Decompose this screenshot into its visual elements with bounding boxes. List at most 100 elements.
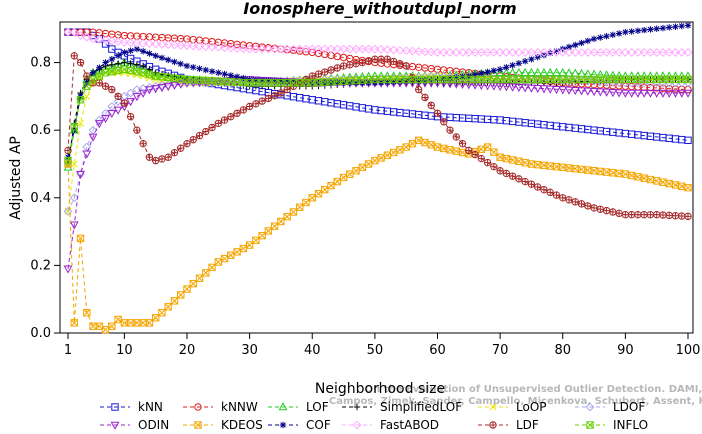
series-fastabod [63, 27, 693, 57]
data-point [238, 78, 248, 88]
data-point [245, 44, 255, 54]
data-point [144, 86, 154, 95]
data-point [102, 59, 109, 66]
data-point [483, 158, 492, 167]
data-point [145, 153, 154, 161]
data-point [202, 269, 210, 277]
series-line-odin [67, 78, 688, 269]
data-point [478, 70, 485, 77]
data-point [283, 213, 291, 221]
data-point [69, 221, 79, 230]
data-point [151, 156, 160, 165]
data-point [277, 217, 285, 226]
data-point [672, 23, 679, 30]
data-point [470, 81, 480, 90]
data-point [188, 41, 198, 51]
series-line-ldof [67, 75, 688, 212]
data-point [640, 26, 648, 34]
data-point [590, 167, 598, 175]
y-tick-label: 0.8 [30, 56, 51, 71]
data-point [477, 154, 486, 163]
data-point [496, 167, 504, 175]
data-point [427, 101, 435, 110]
data-point [671, 48, 680, 57]
x-tick-label: 30 [241, 343, 258, 358]
data-point [603, 32, 610, 40]
data-point [640, 210, 648, 219]
data-point [107, 109, 117, 119]
data-point [157, 39, 167, 49]
data-point [659, 24, 667, 32]
data-point [164, 153, 172, 161]
data-point [170, 297, 179, 305]
data-point [464, 81, 474, 90]
data-point [339, 44, 348, 54]
data-point [521, 58, 529, 65]
data-point [252, 100, 260, 108]
data-point [678, 212, 686, 220]
data-point [177, 60, 184, 68]
data-point [94, 120, 104, 129]
data-point [415, 136, 423, 145]
data-point [252, 236, 260, 245]
x-tick-label: 60 [429, 343, 446, 358]
data-point [652, 48, 662, 57]
data-point [426, 47, 436, 57]
data-point [220, 254, 229, 263]
data-point [458, 80, 467, 90]
data-point [465, 146, 473, 155]
data-point [665, 211, 673, 220]
data-point [352, 59, 360, 68]
data-point [83, 92, 91, 100]
data-point [639, 89, 649, 98]
data-point [133, 319, 141, 327]
data-point [233, 109, 241, 117]
data-point [533, 160, 542, 169]
data-point [501, 48, 511, 57]
data-point [64, 156, 72, 165]
data-point [652, 89, 662, 98]
data-point [232, 43, 242, 53]
data-point [521, 177, 529, 186]
legend-item-simplifiedlof: SimplifiedLOF [342, 400, 462, 414]
data-point [277, 89, 285, 97]
data-point [509, 62, 516, 69]
data-point [515, 175, 523, 183]
data-point [227, 112, 235, 121]
data-point [645, 89, 655, 98]
data-point [158, 54, 166, 62]
legend-item-kdeos: KDEOS [183, 418, 263, 432]
legend-label: COF [306, 418, 331, 432]
data-point [646, 48, 655, 57]
data-point [108, 61, 116, 69]
data-point [89, 322, 97, 330]
data-point [634, 210, 642, 219]
data-point [289, 208, 298, 216]
data-point [433, 48, 442, 57]
data-point [490, 162, 498, 171]
data-point [533, 183, 542, 191]
data-point [170, 149, 179, 157]
plot-frame [59, 21, 694, 334]
data-point [401, 46, 411, 56]
data-point [163, 40, 173, 50]
x-axis: 1 10 20 30 40 50 60 70 80 90 100 [64, 333, 700, 358]
data-point [570, 48, 580, 57]
data-point [402, 143, 410, 151]
data-point [595, 77, 605, 86]
data-point [308, 194, 316, 202]
data-point [621, 210, 630, 219]
data-point [684, 212, 692, 221]
data-point [276, 44, 286, 54]
legend: kNN kNNW LOF SimplifiedLOF LoOP LDOF ODIN KDEOS… [100, 400, 648, 432]
data-point [351, 44, 361, 54]
data-point [577, 87, 586, 96]
data-point [597, 34, 604, 41]
data-point [508, 172, 517, 180]
y-tick-label: 0.0 [30, 326, 51, 341]
data-point [189, 279, 197, 288]
data-point [628, 28, 635, 35]
legend-swatch-marker [194, 421, 202, 429]
data-point [270, 222, 279, 230]
data-point [139, 48, 147, 55]
